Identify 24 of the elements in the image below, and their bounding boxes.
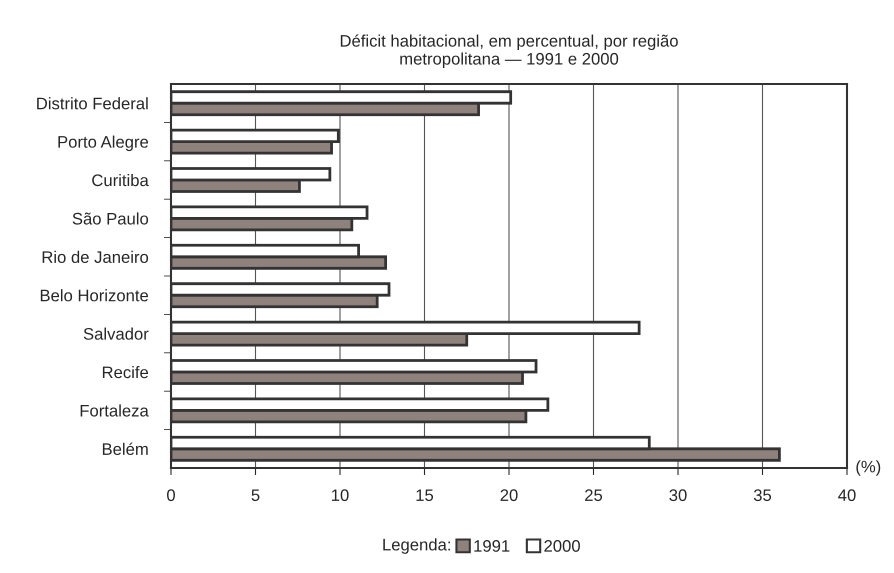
x-tick-label: 5 [252, 489, 260, 502]
y-tick-label: Porto Alegre [58, 136, 148, 152]
x-tick-label: 20 [500, 489, 518, 502]
x-tick-label: 40 [838, 489, 856, 502]
x-tick-label: 15 [416, 489, 434, 502]
x-tick-label: 0 [167, 489, 175, 502]
y-tick-label: Curitiba [92, 174, 149, 186]
y-tick-label: Fortaleza [80, 404, 149, 417]
chart-title: Déficit habitacional, em percentual, por região metropolitana — 1991 e 2000 [340, 34, 678, 68]
y-tick-label: Distrito Federal [37, 97, 148, 110]
x-tick-label: 30 [669, 489, 687, 502]
x-tick-label: 25 [585, 489, 602, 502]
y-tick-label: Rio de Janeiro [42, 250, 148, 264]
y-tick-label: Salvador [84, 328, 149, 340]
x-tick-label: 35 [754, 489, 772, 502]
y-tick-label: São Paulo [72, 212, 148, 225]
legend-title: Legenda: [383, 538, 450, 554]
legend-label: 1991 [474, 540, 510, 552]
y-tick-label: Recife [102, 366, 148, 378]
x-tick-label: 10 [332, 489, 349, 502]
y-tick-label: Belém [102, 442, 148, 456]
y-tick-label: Belo Horizonte [40, 289, 148, 302]
x-axis-title: (%) [856, 460, 880, 476]
legend-label: 2000 [544, 540, 580, 552]
